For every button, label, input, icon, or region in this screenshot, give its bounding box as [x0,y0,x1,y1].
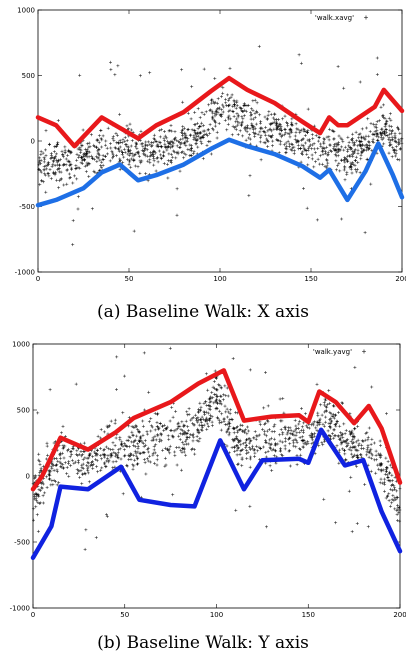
x-tick-label: 0 [36,275,40,283]
x-tick-label: 50 [125,275,134,283]
y-tick-label: -500 [14,539,30,547]
y-tick-label: 500 [17,407,30,415]
x-tick-label: 100 [210,611,223,619]
scatter-points [37,44,404,247]
y-tick-label: -500 [19,203,35,211]
lower-envelope-line [30,427,403,561]
caption-y-axis: (b) Baseline Walk: Y axis [97,633,309,653]
legend-label: 'walk.xavg' [315,14,354,22]
y-tick-label: 0 [26,473,30,481]
x-tick-label: 150 [304,275,317,283]
y-tick-label: 500 [22,72,35,80]
x-tick-label: 200 [393,611,406,619]
y-tick-label: 1000 [12,341,30,349]
y-tick-label: -1000 [10,605,30,613]
lower-envelope-line [35,137,405,208]
upper-envelope-line [30,368,403,492]
legend-label: 'walk.yavg' [313,348,352,356]
legend-marker [362,349,366,354]
y-tick-label: -1000 [15,269,35,277]
x-tick-label: 200 [395,275,406,283]
caption-x-axis: (a) Baseline Walk: X axis [97,302,309,322]
y-tick-label: 1000 [17,7,35,15]
plot-frame [37,9,403,273]
plot-frame [32,343,401,609]
x-tick-label: 50 [120,611,129,619]
y-tick-label: 0 [31,138,35,146]
legend-marker [364,15,368,20]
x-tick-label: 100 [213,275,226,283]
x-tick-label: 150 [302,611,315,619]
upper-envelope-line [35,75,405,149]
x-tick-label: 0 [31,611,35,619]
